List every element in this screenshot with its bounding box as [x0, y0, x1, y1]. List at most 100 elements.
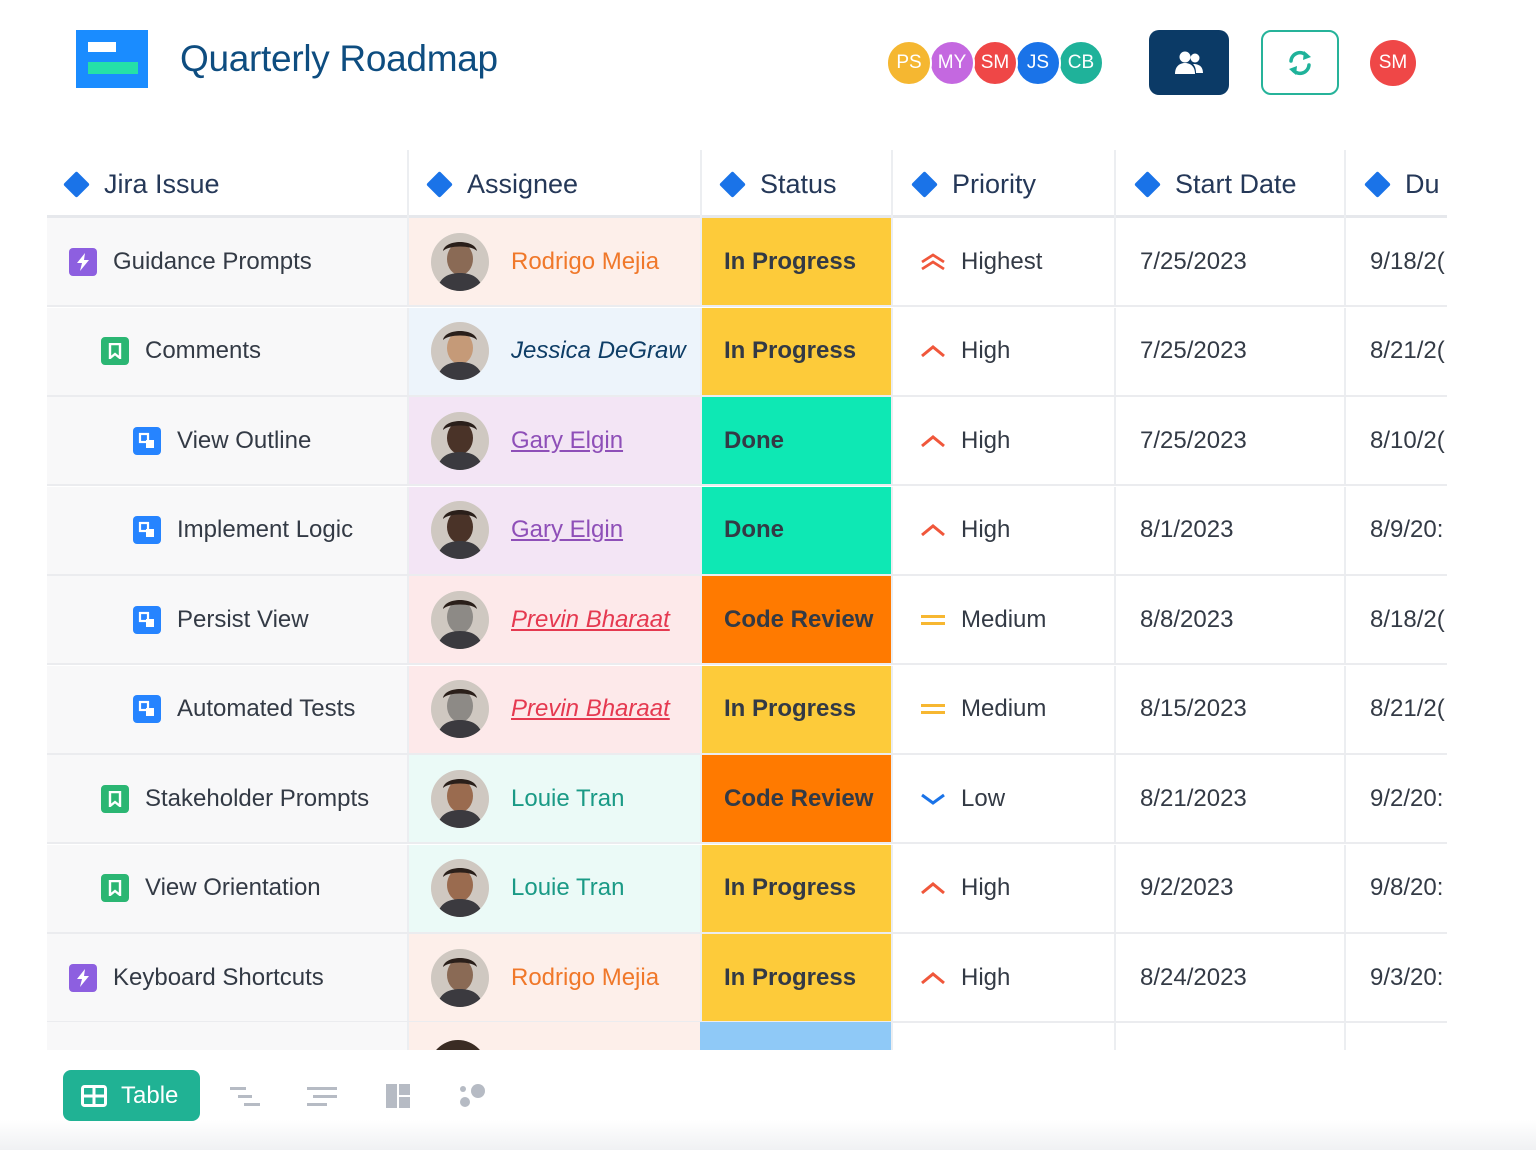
chevron-up-icon	[919, 968, 947, 988]
chevron-up-icon	[919, 431, 947, 451]
due-date-cell[interactable]: 8/9/20:	[1344, 486, 1447, 574]
due-date-cell[interactable]: 9/18/2(	[1344, 218, 1447, 305]
refresh-button[interactable]	[1261, 30, 1339, 95]
table-header: Jira Issue Assignee Status Priority Start Da…	[47, 150, 1447, 218]
priority-cell[interactable]: High	[891, 844, 1114, 932]
due-date-cell[interactable]: 8/21/2(	[1344, 307, 1447, 395]
start-date-cell[interactable]: 9/2/2023	[1114, 844, 1344, 932]
table-row[interactable]: View Outline Gary Elgin Done High 7/25/2023 8…	[47, 397, 1447, 486]
hierarchy-view-icon[interactable]	[229, 1080, 261, 1112]
column-header[interactable]: Status	[719, 150, 837, 218]
start-date-cell[interactable]: 7/25/2023	[1114, 307, 1344, 395]
priority-cell[interactable]: Highest	[891, 218, 1114, 305]
assignee-cell[interactable]: Louie Tran	[407, 844, 700, 932]
table-row[interactable]: View Orientation Louie Tran In Progress Hig…	[47, 844, 1447, 934]
people-icon	[1175, 51, 1203, 74]
table-row[interactable]: Keyboard Shortcuts Rodrigo Mejia In Progre…	[47, 934, 1447, 1023]
status-cell[interactable]: Code Review	[700, 755, 891, 842]
status-cell[interactable]: Code Review	[700, 576, 891, 663]
issue-cell[interactable]: Implement Logic	[47, 486, 407, 574]
priority-cell[interactable]: Medium	[891, 665, 1114, 753]
status-cell[interactable]: In Progress	[700, 844, 891, 932]
due-date-cell[interactable]: 8/21/2(	[1344, 665, 1447, 753]
issue-cell[interactable]: Persist View	[47, 576, 407, 663]
table-row[interactable]: Persist View Previn Bharaat Code Review Med…	[47, 576, 1447, 665]
status-cell[interactable]: In Progress	[700, 307, 891, 395]
priority-value: Low	[961, 784, 1006, 812]
story-bookmark-icon	[101, 874, 129, 902]
issue-cell[interactable]: View Outline	[47, 397, 407, 484]
priority-cell[interactable]: High	[891, 397, 1114, 484]
due-date-cell[interactable]: 9/8/20:	[1344, 844, 1447, 932]
assignee-cell[interactable]: Rodrigo Mejia	[407, 218, 700, 305]
column-header[interactable]: Du	[1364, 150, 1440, 218]
table-row[interactable]: Implement Logic Gary Elgin Done High 8/1/202…	[47, 486, 1447, 576]
priority-cell[interactable]: Medium	[891, 576, 1114, 663]
due-date-cell[interactable]: 9/3/20:	[1344, 934, 1447, 1021]
equals-icon	[919, 699, 947, 719]
current-user-avatar[interactable]: SM	[1370, 40, 1416, 86]
outline-view-icon[interactable]	[306, 1080, 338, 1112]
due-date-cell[interactable]: 8/18/2(	[1344, 576, 1447, 663]
table-row[interactable]: Stakeholder Prompts Louie Tran Code Review…	[47, 755, 1447, 844]
table-view-button[interactable]: Table	[63, 1070, 200, 1121]
assignee-cell[interactable]: Jessica DeGraw	[407, 307, 700, 395]
status-cell[interactable]: In Progress	[700, 218, 891, 305]
issue-cell[interactable]: Keyboard Shortcuts	[47, 934, 407, 1021]
start-date-cell[interactable]: 8/8/2023	[1114, 576, 1344, 663]
table-row[interactable]: Guidance Prompts Rodrigo Mejia In Progress…	[47, 218, 1447, 307]
assignee-cell[interactable]: Gary Elgin	[407, 486, 700, 574]
priority-cell[interactable]: Low	[891, 755, 1114, 842]
start-date-cell[interactable]: 8/24/2023	[1114, 934, 1344, 1021]
status-cell[interactable]: In Progress	[700, 934, 891, 1021]
chevron-up-icon	[919, 878, 947, 898]
priority-cell[interactable]: High	[891, 486, 1114, 574]
issue-cell[interactable]: Guidance Prompts	[47, 218, 407, 305]
issue-cell[interactable]: Automated Tests	[47, 665, 407, 753]
collaborator-avatar[interactable]: SM	[972, 40, 1018, 86]
issue-cell[interactable]: Comments	[47, 307, 407, 395]
column-header[interactable]: Assignee	[426, 150, 578, 218]
collaborator-avatar[interactable]: JS	[1015, 40, 1061, 86]
issue-cell[interactable]: View Orientation	[47, 844, 407, 932]
equals-icon	[919, 610, 947, 630]
due-date-value: 8/18/2(	[1370, 605, 1445, 633]
table-row[interactable]: Comments Jessica DeGraw In Progress High 7/2…	[47, 307, 1447, 397]
status-cell[interactable]: Done	[700, 486, 891, 574]
column-header[interactable]: Start Date	[1134, 150, 1297, 218]
start-date-cell[interactable]: 8/21/2023	[1114, 755, 1344, 842]
board-view-icon[interactable]	[382, 1080, 414, 1112]
issue-cell[interactable]: Stakeholder Prompts	[47, 755, 407, 842]
collaborator-avatar[interactable]: PS	[886, 40, 932, 86]
start-date-cell[interactable]: 8/15/2023	[1114, 665, 1344, 753]
status-cell[interactable]: Done	[700, 397, 891, 484]
priority-cell[interactable]: High	[891, 307, 1114, 395]
due-date-cell[interactable]: 8/10/2(	[1344, 397, 1447, 484]
table-row[interactable]: Automated Tests Previn Bharaat In Progress…	[47, 665, 1447, 755]
column-header[interactable]: Jira Issue	[63, 150, 220, 218]
assignee-avatar	[431, 769, 489, 828]
assignee-avatar	[431, 501, 489, 559]
status-cell[interactable]: In Progress	[700, 665, 891, 753]
assignee-cell[interactable]: Rodrigo Mejia	[407, 934, 700, 1021]
issue-title: View Orientation	[145, 874, 321, 901]
assignee-name: Louie Tran	[511, 874, 625, 901]
assignee-cell[interactable]: Gary Elgin	[407, 397, 700, 484]
start-date-cell[interactable]: 7/25/2023	[1114, 397, 1344, 484]
graph-view-icon[interactable]	[456, 1080, 488, 1112]
issue-title: Guidance Prompts	[113, 247, 312, 275]
due-date-cell[interactable]: 9/2/20:	[1344, 755, 1447, 842]
column-header[interactable]: Priority	[911, 150, 1036, 218]
app-header: Quarterly Roadmap PS MY SM JS CB SM	[0, 0, 1536, 125]
start-date-cell[interactable]: 8/1/2023	[1114, 486, 1344, 574]
assignee-cell[interactable]: Louie Tran	[407, 755, 700, 842]
assignee-cell[interactable]: Previn Bharaat	[407, 576, 700, 663]
share-people-button[interactable]	[1149, 30, 1229, 95]
assignee-cell[interactable]: Previn Bharaat	[407, 665, 700, 753]
priority-cell[interactable]: High	[891, 934, 1114, 1021]
due-date-value: 8/21/2(	[1370, 695, 1445, 722]
collaborator-avatar[interactable]: CB	[1058, 40, 1104, 86]
collaborator-avatar[interactable]: MY	[929, 40, 975, 86]
start-date-cell[interactable]: 7/25/2023	[1114, 218, 1344, 305]
priority-value: High	[961, 874, 1011, 901]
